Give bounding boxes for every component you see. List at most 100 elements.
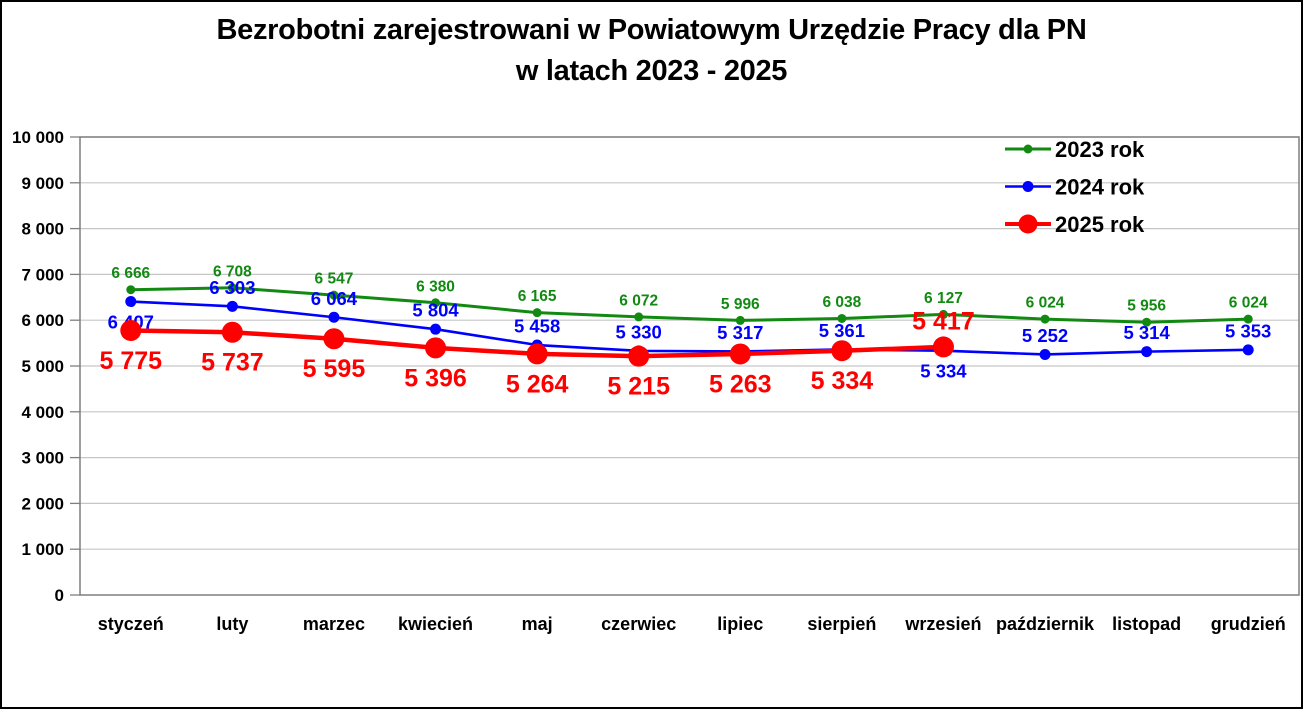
x-tick-label: luty	[216, 614, 248, 634]
data-label: 5 956	[1127, 298, 1166, 315]
data-point	[431, 298, 441, 308]
data-label: 5 396	[404, 364, 467, 392]
data-point	[227, 283, 237, 293]
data-point	[125, 296, 137, 308]
chart-title: Bezrobotni zarejestrowani w Powiatowym U…	[2, 10, 1301, 92]
data-point	[430, 323, 442, 335]
data-point	[329, 290, 339, 300]
data-label: 6 708	[213, 263, 252, 280]
data-point	[1243, 314, 1253, 324]
data-point	[628, 345, 650, 367]
legend-marker	[1022, 181, 1034, 192]
y-tick-label: 6 000	[21, 311, 64, 330]
data-label: 6 165	[518, 288, 557, 305]
data-label: 5 330	[616, 321, 662, 342]
x-tick-label: marzec	[303, 614, 365, 634]
y-axis-labels: 0 1 000 2 000 3 000 4 000 5 000 6 000 7 000 8 00…	[12, 128, 64, 605]
data-point	[634, 312, 644, 322]
data-point	[532, 308, 542, 318]
data-point	[1242, 344, 1254, 356]
legend-marker	[1023, 144, 1033, 154]
x-axis-labels: styczeń luty marzec kwiecień maj czerwiec lipi…	[98, 614, 1286, 634]
x-tick-label: sierpień	[807, 614, 876, 634]
data-point	[735, 315, 745, 325]
data-label: 6 024	[1229, 295, 1268, 312]
chart-title-line2: w latach 2023 - 2025	[515, 55, 788, 87]
x-tick-label: wrzesień	[904, 614, 981, 634]
data-label: 5 215	[607, 373, 670, 401]
data-point	[1142, 317, 1152, 327]
chart-title-line1: Bezrobotni zarejestrowani w Powiatowym U…	[216, 14, 1087, 46]
x-tick-label: grudzień	[1211, 614, 1286, 634]
x-tick-label: styczeń	[98, 614, 164, 634]
x-tick-label: czerwiec	[601, 614, 676, 634]
series-line	[129, 286, 1250, 324]
legend-entry: 2025 rok	[1005, 212, 1145, 237]
x-tick-label: listopad	[1112, 614, 1181, 634]
plot-border	[79, 136, 1300, 596]
data-point	[328, 311, 340, 323]
data-label: 5 264	[506, 370, 569, 398]
data-label: 6 547	[315, 271, 354, 288]
data-label: 6 380	[416, 278, 455, 295]
x-tick-label: lipiec	[717, 614, 763, 634]
data-point	[126, 285, 136, 295]
data-label: 5 595	[303, 355, 366, 383]
data-label: 5 458	[514, 316, 560, 337]
y-tick-label: 3 000	[21, 449, 64, 468]
data-point	[831, 340, 853, 362]
y-tick-label: 8 000	[21, 220, 64, 239]
legend: 2023 rok 2024 rok 2025 rok	[1005, 137, 1145, 237]
gridlines	[70, 136, 1299, 596]
data-point	[729, 343, 751, 365]
y-tick-label: 10 000	[12, 128, 64, 147]
data-point	[221, 321, 243, 343]
series-line	[129, 300, 1250, 356]
data-label: 6 024	[1026, 295, 1065, 312]
data-label: 5 353	[1225, 320, 1271, 341]
y-tick-label: 2 000	[21, 494, 64, 513]
y-tick-label: 5 000	[21, 357, 64, 376]
data-label: 5 737	[201, 349, 264, 377]
data-point	[1141, 346, 1153, 358]
data-point	[120, 320, 142, 342]
legend-label: 2024 rok	[1055, 175, 1145, 200]
data-label: 5 417	[912, 307, 975, 335]
data-point	[1039, 348, 1051, 360]
data-label: 5 317	[717, 322, 763, 343]
data-label: 5 996	[721, 296, 760, 313]
data-label: 6 127	[924, 290, 963, 307]
x-tick-label: październik	[996, 614, 1095, 634]
legend-entry: 2024 rok	[1005, 175, 1145, 200]
data-label: 6 038	[822, 294, 861, 311]
data-point	[837, 313, 847, 323]
series-2023-rok: 6 666 6 708 6 547 6 380 6 165 6 072 5 996 6 038…	[111, 263, 1268, 327]
data-label: 5 314	[1123, 322, 1170, 343]
x-tick-label: maj	[522, 614, 553, 634]
y-tick-label: 9 000	[21, 174, 64, 193]
data-label: 5 775	[100, 347, 163, 375]
legend-marker	[1018, 214, 1038, 234]
data-label: 5 334	[920, 361, 967, 382]
data-label: 6 072	[619, 292, 658, 309]
y-tick-label: 0	[55, 586, 64, 605]
y-tick-label: 1 000	[21, 540, 64, 559]
data-label: 5 361	[819, 320, 865, 341]
data-point	[226, 300, 238, 312]
data-label: 6 303	[209, 277, 255, 298]
data-point	[425, 337, 447, 359]
data-label: 6 064	[311, 288, 358, 309]
x-tick-label: kwiecień	[398, 614, 473, 634]
series-2025-rok: 5 775 5 737 5 595 5 396 5 264 5 215 5 263 5 334…	[100, 307, 975, 400]
legend-label: 2023 rok	[1055, 137, 1145, 162]
data-point	[1040, 314, 1050, 324]
data-label: 6 666	[111, 265, 150, 282]
data-point	[526, 343, 548, 365]
y-tick-label: 4 000	[21, 403, 64, 422]
data-point	[932, 336, 954, 358]
data-label: 5 252	[1022, 325, 1068, 346]
data-label: 5 263	[709, 370, 772, 398]
legend-entry: 2023 rok	[1005, 137, 1145, 162]
